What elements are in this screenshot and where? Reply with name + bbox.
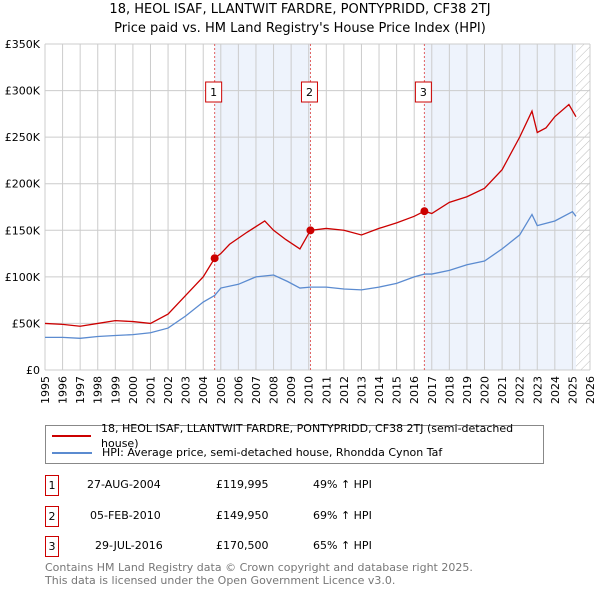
hpi-line (45, 210, 577, 339)
x-tick-label: 2001 (144, 376, 157, 404)
legend-swatch-property (52, 434, 92, 437)
sale-marker-badge: 2 (45, 506, 59, 527)
x-tick-label: 2014 (373, 376, 386, 404)
sale-marker-box (300, 81, 318, 103)
legend-swatch-hpi (52, 451, 92, 454)
x-tick-label: 2002 (162, 376, 175, 404)
x-tick-label: 2022 (514, 376, 527, 404)
x-tick-label: 2005 (215, 376, 228, 404)
x-tick-label: 2021 (496, 376, 509, 404)
x-tick-label: 2018 (443, 376, 456, 404)
x-tick-label: 1995 (39, 376, 52, 404)
sale-point (306, 226, 315, 235)
y-tick-label: £200K (5, 178, 41, 191)
x-tick-label: 2003 (180, 376, 193, 404)
sale-marker-label: 3 (420, 86, 427, 99)
y-tick-label: £150K (5, 224, 41, 237)
sale-marker-label: 2 (306, 86, 313, 99)
sale-price: £149,950 (216, 509, 269, 522)
legend: 18, HEOL ISAF, LLANTWIT FARDRE, PONTYPRI… (45, 422, 544, 464)
sale-marker-badge: 3 (45, 536, 59, 557)
sale-hpi: 65% ↑ HPI (313, 539, 372, 552)
x-tick-label: 2012 (338, 376, 351, 404)
x-tick-label: 1997 (74, 376, 87, 404)
property-price-line (44, 103, 577, 327)
x-tick-label: 2006 (232, 376, 245, 404)
legend-label-hpi: HPI: Average price, semi-detached house,… (102, 446, 443, 459)
sale-marker-badge: 1 (45, 475, 59, 496)
x-tick-label: 2008 (268, 376, 281, 404)
x-tick-label: 2011 (320, 376, 333, 404)
forecast-hatch (575, 44, 590, 370)
footer-copyright: Contains HM Land Registry data © Crown c… (45, 561, 473, 574)
chart-title: 18, HEOL ISAF, LLANTWIT FARDRE, PONTYPRI… (109, 2, 491, 17)
x-tick-label: 2016 (408, 376, 421, 404)
footer-licence: This data is licensed under the Open Gov… (45, 574, 396, 587)
y-tick-label: £50K (12, 317, 41, 330)
y-tick-label: £0 (26, 364, 40, 377)
y-tick-label: £350K (5, 38, 41, 51)
x-tick-label: 2026 (584, 376, 597, 404)
x-tick-label: 2013 (355, 376, 368, 404)
sale-row: 2 05-FEB-2010 £149,950 69% ↑ HPI (45, 506, 545, 527)
sale-period-shading (214, 44, 311, 370)
sale-price: £170,500 (216, 539, 269, 552)
x-tick-label: 2019 (461, 376, 474, 404)
x-tick-label: 2025 (566, 376, 579, 404)
x-tick-label: 1999 (109, 376, 122, 404)
x-tick-label: 2023 (531, 376, 544, 404)
x-tick-label: 1996 (57, 376, 70, 404)
x-tick-label: 2000 (127, 376, 140, 404)
sale-marker-label: 1 (210, 86, 217, 99)
x-tick-label: 2007 (250, 376, 263, 404)
sale-date: 05-FEB-2010 (90, 509, 161, 522)
x-tick-label: 2017 (426, 376, 439, 404)
x-tick-label: 1998 (92, 376, 105, 404)
sale-point (210, 254, 219, 263)
sale-date: 29-JUL-2016 (95, 539, 163, 552)
x-tick-label: 2015 (391, 376, 404, 404)
chart-subtitle: Price paid vs. HM Land Registry's House … (114, 21, 486, 36)
sale-hpi: 49% ↑ HPI (313, 478, 372, 491)
sale-row: 1 27-AUG-2004 £119,995 49% ↑ HPI (45, 475, 545, 496)
sale-marker-box (414, 81, 432, 103)
sale-point (420, 207, 429, 216)
y-tick-label: £250K (5, 131, 41, 144)
x-tick-label: 2010 (303, 376, 316, 404)
price-chart: 1995 1996 1997 1998 1999 2000 2001 2002 2003 2004… (5, 38, 597, 404)
sale-price: £119,995 (216, 478, 269, 491)
sale-marker-box (205, 81, 223, 103)
x-tick-label: 2020 (479, 376, 492, 404)
y-tick-label: £100K (5, 271, 41, 284)
x-tick-label: 2004 (197, 376, 210, 404)
sale-row: 3 29-JUL-2016 £170,500 65% ↑ HPI (45, 536, 545, 557)
sale-hpi: 69% ↑ HPI (313, 509, 372, 522)
footer: Contains HM Land Registry data © Crown c… (45, 561, 473, 587)
x-tick-label: 2009 (285, 376, 298, 404)
legend-label-property: 18, HEOL ISAF, LLANTWIT FARDRE, PONTYPRI… (101, 421, 514, 450)
x-tick-label: 2024 (549, 376, 562, 404)
y-tick-label: £300K (5, 85, 41, 98)
sale-period-shading (424, 44, 576, 370)
sale-date: 27-AUG-2004 (87, 478, 161, 491)
